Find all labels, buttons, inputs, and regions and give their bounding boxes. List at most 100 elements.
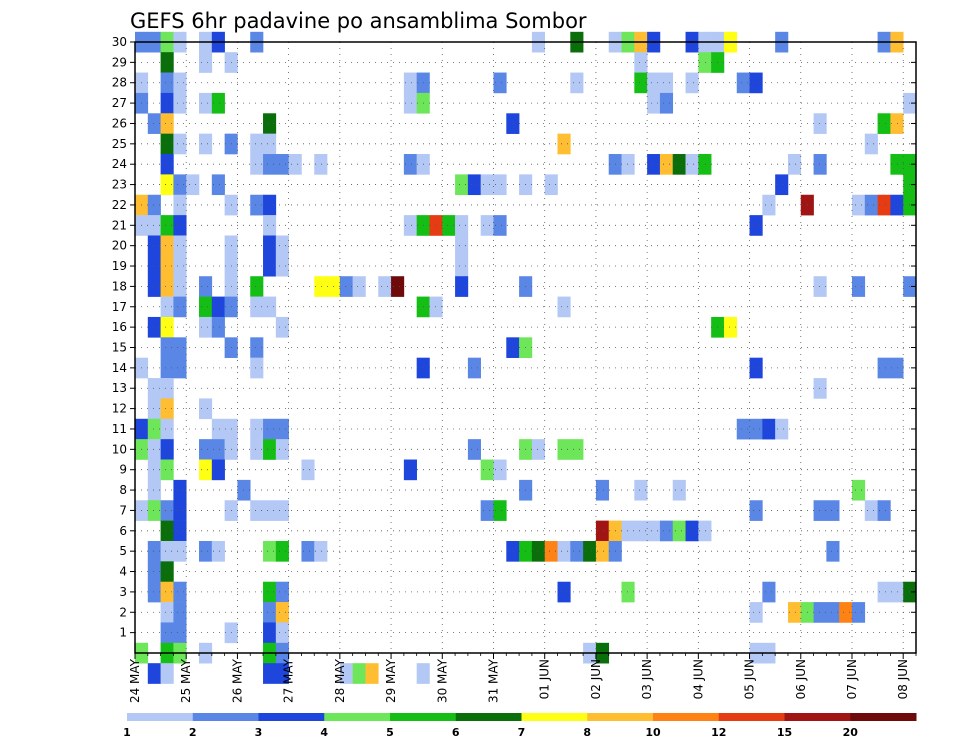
heatmap-cell <box>455 215 469 236</box>
heatmap-cell <box>173 215 187 236</box>
y-tick-label: 7 <box>119 503 127 517</box>
colorbar-label: 4 <box>320 726 328 739</box>
heatmap-cell <box>263 602 277 623</box>
heatmap-cell <box>813 500 840 521</box>
heatmap-cell <box>749 602 763 623</box>
colorbar-label: 3 <box>255 726 263 739</box>
heatmap-cell <box>173 255 187 277</box>
y-tick-label: 11 <box>112 422 127 436</box>
heatmap-cell <box>493 215 507 236</box>
heatmap-cell <box>160 439 174 460</box>
heatmap-cell <box>877 194 891 216</box>
heatmap-cell <box>403 459 417 481</box>
heatmap-cell <box>288 154 302 175</box>
heatmap-cell <box>160 622 187 644</box>
heatmap-cell <box>173 72 187 94</box>
heatmap-cell <box>160 92 174 114</box>
heatmap-cell <box>160 133 174 155</box>
heatmap-cell <box>211 418 238 440</box>
heatmap-cell <box>659 154 674 175</box>
heatmap-cell <box>160 296 174 318</box>
heatmap-cell <box>890 113 904 134</box>
colorbar-swatch <box>127 713 194 721</box>
heatmap-cell <box>199 52 213 73</box>
heatmap-cell <box>787 154 802 175</box>
heatmap-cell <box>173 337 187 358</box>
heatmap-cell <box>147 113 161 134</box>
heatmap-cell <box>211 296 225 318</box>
heatmap-cell <box>659 92 674 114</box>
heatmap-cell <box>557 439 584 460</box>
heatmap-cell <box>275 581 289 603</box>
heatmap-cell <box>672 520 686 542</box>
x-tick-label: 30 MAY <box>435 658 449 703</box>
heatmap-cell <box>147 439 161 460</box>
heatmap-cell <box>634 479 648 501</box>
heatmap-cell <box>787 602 802 623</box>
heatmap-cell <box>147 378 161 399</box>
heatmap-cell <box>851 479 866 501</box>
heatmap-cell <box>160 357 174 379</box>
heatmap-cell <box>506 113 520 134</box>
heatmap-cell <box>173 133 187 155</box>
grid-lines <box>135 42 916 653</box>
heatmap-cell <box>173 235 187 257</box>
heatmap-cell <box>557 540 571 562</box>
heatmap-cell <box>199 296 213 318</box>
heatmap-cell <box>160 174 174 196</box>
heatmap-cell <box>595 540 610 562</box>
heatmap-cell <box>621 581 635 603</box>
heatmap-cell <box>173 92 187 114</box>
heatmap-cell <box>160 113 174 134</box>
heatmap-cell <box>147 194 161 216</box>
heatmap-cell <box>173 479 187 501</box>
heatmap-cell <box>250 418 264 440</box>
y-tick-label: 13 <box>112 381 127 395</box>
heatmap-cell <box>147 398 161 420</box>
heatmap-cell <box>634 520 648 542</box>
heatmap-cell <box>736 418 763 440</box>
heatmap-cell <box>762 581 776 603</box>
heatmap-cell <box>391 276 405 297</box>
heatmap-cell <box>199 92 213 114</box>
heatmap-cell <box>173 276 187 297</box>
heatmap-cell <box>480 215 494 236</box>
heatmap-cell <box>877 581 904 603</box>
heatmap-cell <box>275 316 289 338</box>
heatmap-cell <box>480 500 494 521</box>
heatmap-cell <box>160 215 174 236</box>
heatmap-cell <box>851 602 866 623</box>
heatmap-cell <box>160 72 174 94</box>
heatmap-cell <box>647 72 661 94</box>
heatmap-cell <box>147 663 161 684</box>
heatmap-cell <box>672 154 686 175</box>
x-tick-label: 01 JUN <box>538 659 552 699</box>
heatmap-cell <box>263 133 277 155</box>
heatmap-cell <box>762 194 776 216</box>
y-tick-label: 27 <box>112 96 127 110</box>
heatmap-cell <box>173 520 187 542</box>
heatmap-cell <box>890 194 904 216</box>
heatmap-cell <box>160 235 174 257</box>
heatmap-cell <box>685 520 699 542</box>
heatmap-cell <box>263 194 277 216</box>
heatmap-cell <box>263 540 277 562</box>
heatmap-cell <box>160 500 174 521</box>
heatmap-cell <box>723 316 738 338</box>
heatmap-cell <box>455 255 469 277</box>
heatmap-cell <box>263 663 289 684</box>
heatmap-cell <box>250 276 264 297</box>
heatmap-cell <box>160 561 174 583</box>
heatmap-cell <box>263 154 277 175</box>
heatmap-cell <box>275 255 289 277</box>
heatmap-cell <box>211 174 225 196</box>
colorbar-swatch <box>390 713 457 721</box>
heatmap-cell <box>173 602 187 623</box>
heatmap-cell <box>160 663 174 684</box>
heatmap-cell <box>301 459 315 481</box>
heatmap-cell <box>775 174 789 196</box>
heatmap-cell <box>506 337 520 358</box>
heatmap-cell <box>211 92 225 114</box>
heatmap-cell <box>365 663 379 684</box>
